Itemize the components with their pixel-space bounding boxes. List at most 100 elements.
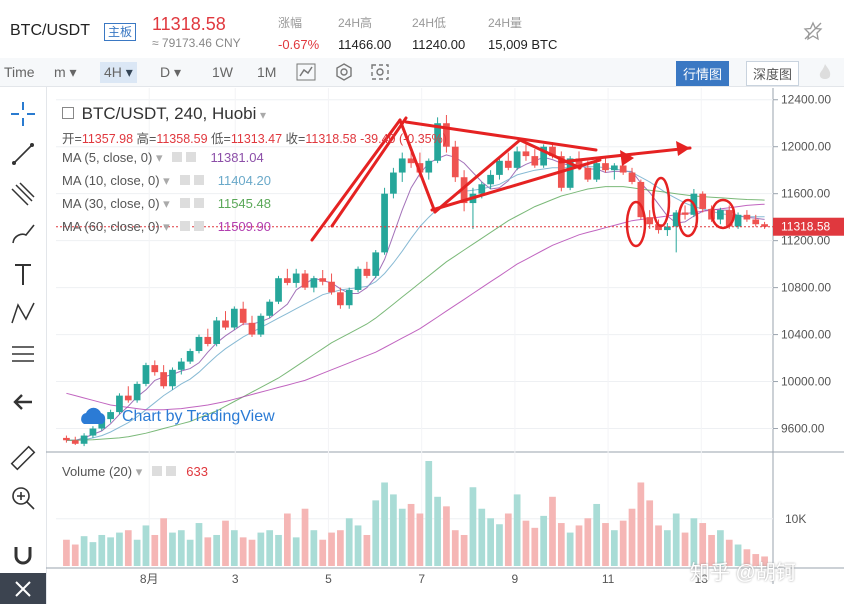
annotation-trendline xyxy=(558,146,692,164)
candle-body xyxy=(664,226,671,231)
candle-body xyxy=(593,163,601,180)
time-tick-label: 3 xyxy=(232,572,239,586)
chevron-down-icon[interactable]: ▾ xyxy=(260,108,267,122)
volume-bar xyxy=(89,542,97,566)
time-label[interactable]: Time xyxy=(4,64,35,80)
interval-label: 4H xyxy=(104,64,122,80)
collapse-toolbar-button[interactable] xyxy=(0,573,46,604)
flame-icon[interactable] xyxy=(816,62,834,82)
prediction-tool-icon[interactable] xyxy=(8,339,38,369)
gear-icon[interactable] xyxy=(152,466,163,476)
volume-bar xyxy=(487,518,494,566)
candle-body xyxy=(398,158,406,173)
candle-body xyxy=(248,322,256,335)
volume-bar xyxy=(575,525,583,566)
magnet-icon[interactable] xyxy=(8,539,38,569)
close-icon[interactable] xyxy=(186,152,197,162)
interval-week[interactable]: 1W xyxy=(212,64,233,80)
depth-view-button[interactable]: 深度图 xyxy=(746,61,800,86)
pattern-tool-icon[interactable] xyxy=(8,299,38,329)
zhihu-watermark: 知乎 @胡钶 xyxy=(690,562,796,584)
stat-change: 涨幅 -0.67% xyxy=(278,14,319,52)
candle-body xyxy=(743,214,751,220)
candle-body xyxy=(257,315,265,335)
gear-icon[interactable] xyxy=(172,152,183,162)
volume-bar xyxy=(513,494,521,566)
ma-row: MA (5, close, 0) ▾ 11381.04 xyxy=(62,150,264,166)
gear-icon[interactable] xyxy=(179,175,190,185)
ma-row: MA (10, close, 0) ▾ 11404.20 xyxy=(62,173,271,189)
interval-4h[interactable]: 4H ▾ xyxy=(100,62,137,83)
chevron-down-icon[interactable]: ▾ xyxy=(163,196,170,211)
crosshair-icon[interactable] xyxy=(8,99,38,129)
chevron-down-icon[interactable]: ▾ xyxy=(163,173,170,188)
candle-body xyxy=(142,365,150,384)
volume-bar xyxy=(637,482,645,566)
candle-body xyxy=(752,219,760,225)
candle-body xyxy=(619,165,627,173)
volume-bar xyxy=(186,539,194,566)
stat-value: -0.67% xyxy=(278,37,320,52)
text-tool-icon[interactable] xyxy=(8,259,38,289)
annotation-arrowhead xyxy=(620,150,634,166)
gear-icon[interactable] xyxy=(179,198,190,208)
candle-body xyxy=(151,365,159,373)
collapse-legend-icon[interactable] xyxy=(62,107,74,119)
ruler-icon[interactable] xyxy=(8,443,38,473)
volume-bar xyxy=(337,530,344,566)
volume-bar xyxy=(71,544,79,566)
volume-bar xyxy=(204,537,212,566)
stat-value: 11240.00 xyxy=(412,37,466,52)
market-header: BTC/USDT 主板 11318.58 ≈ 79173.46 CNY 涨幅 -… xyxy=(0,0,844,59)
close-icon[interactable] xyxy=(193,175,204,185)
volume-bar xyxy=(372,500,380,566)
interval-minute[interactable]: m ▾ xyxy=(54,64,77,80)
annotation-circle xyxy=(710,198,736,230)
favorite-off-icon[interactable] xyxy=(802,20,824,42)
volume-bar xyxy=(531,527,539,566)
chevron-down-icon[interactable]: ▾ xyxy=(155,150,163,165)
stat-value: 15,009 BTC xyxy=(488,37,558,52)
chevron-down-icon[interactable]: ▾ xyxy=(163,219,170,234)
candle-body xyxy=(531,156,539,166)
zoom-in-icon[interactable] xyxy=(8,483,38,513)
close-icon[interactable] xyxy=(193,198,204,208)
candle-body xyxy=(761,224,768,227)
watermark-text: Chart by TradingView xyxy=(122,408,275,425)
fib-tool-icon[interactable] xyxy=(8,179,38,209)
interval-month[interactable]: 1M xyxy=(257,64,277,80)
volume-value: 633 xyxy=(186,464,208,479)
candle-body xyxy=(169,369,176,387)
volume-bar xyxy=(425,461,433,566)
volume-bar xyxy=(310,530,318,566)
chart-type-icon[interactable] xyxy=(296,63,316,81)
stat-label: 24H高 xyxy=(338,16,373,30)
back-arrow-icon[interactable] xyxy=(8,387,38,417)
chevron-down-icon[interactable]: ▾ xyxy=(135,464,143,479)
volume-bar xyxy=(381,482,388,566)
candle-body xyxy=(496,160,503,175)
volume-label: Volume (20) xyxy=(62,464,133,479)
candle-body xyxy=(107,412,114,420)
symbol-name[interactable]: BTC/USDT xyxy=(10,22,90,39)
cny-price: ≈ 79173.46 CNY xyxy=(152,36,241,50)
trend-line-icon[interactable] xyxy=(8,139,38,169)
stat-24h-high: 24H高 11466.00 xyxy=(338,14,391,52)
volume-bar xyxy=(416,513,424,566)
kline-view-button[interactable]: 行情图 xyxy=(676,61,730,86)
interval-day[interactable]: D ▾ xyxy=(160,64,182,80)
snapshot-icon[interactable] xyxy=(370,63,390,81)
settings-icon[interactable] xyxy=(334,63,354,81)
candle-body xyxy=(124,395,132,401)
close-icon[interactable] xyxy=(166,466,177,476)
volume-bar xyxy=(292,537,300,566)
brush-icon[interactable] xyxy=(8,219,38,249)
gear-icon[interactable] xyxy=(179,221,190,231)
board-badge: 主板 xyxy=(104,23,137,41)
candle-body xyxy=(390,172,397,194)
ma-row: MA (60, close, 0) ▾ 11509.90 xyxy=(62,219,271,235)
ma-value: 11381.04 xyxy=(210,150,264,165)
close-icon[interactable] xyxy=(193,221,204,231)
candle-body xyxy=(460,177,468,204)
